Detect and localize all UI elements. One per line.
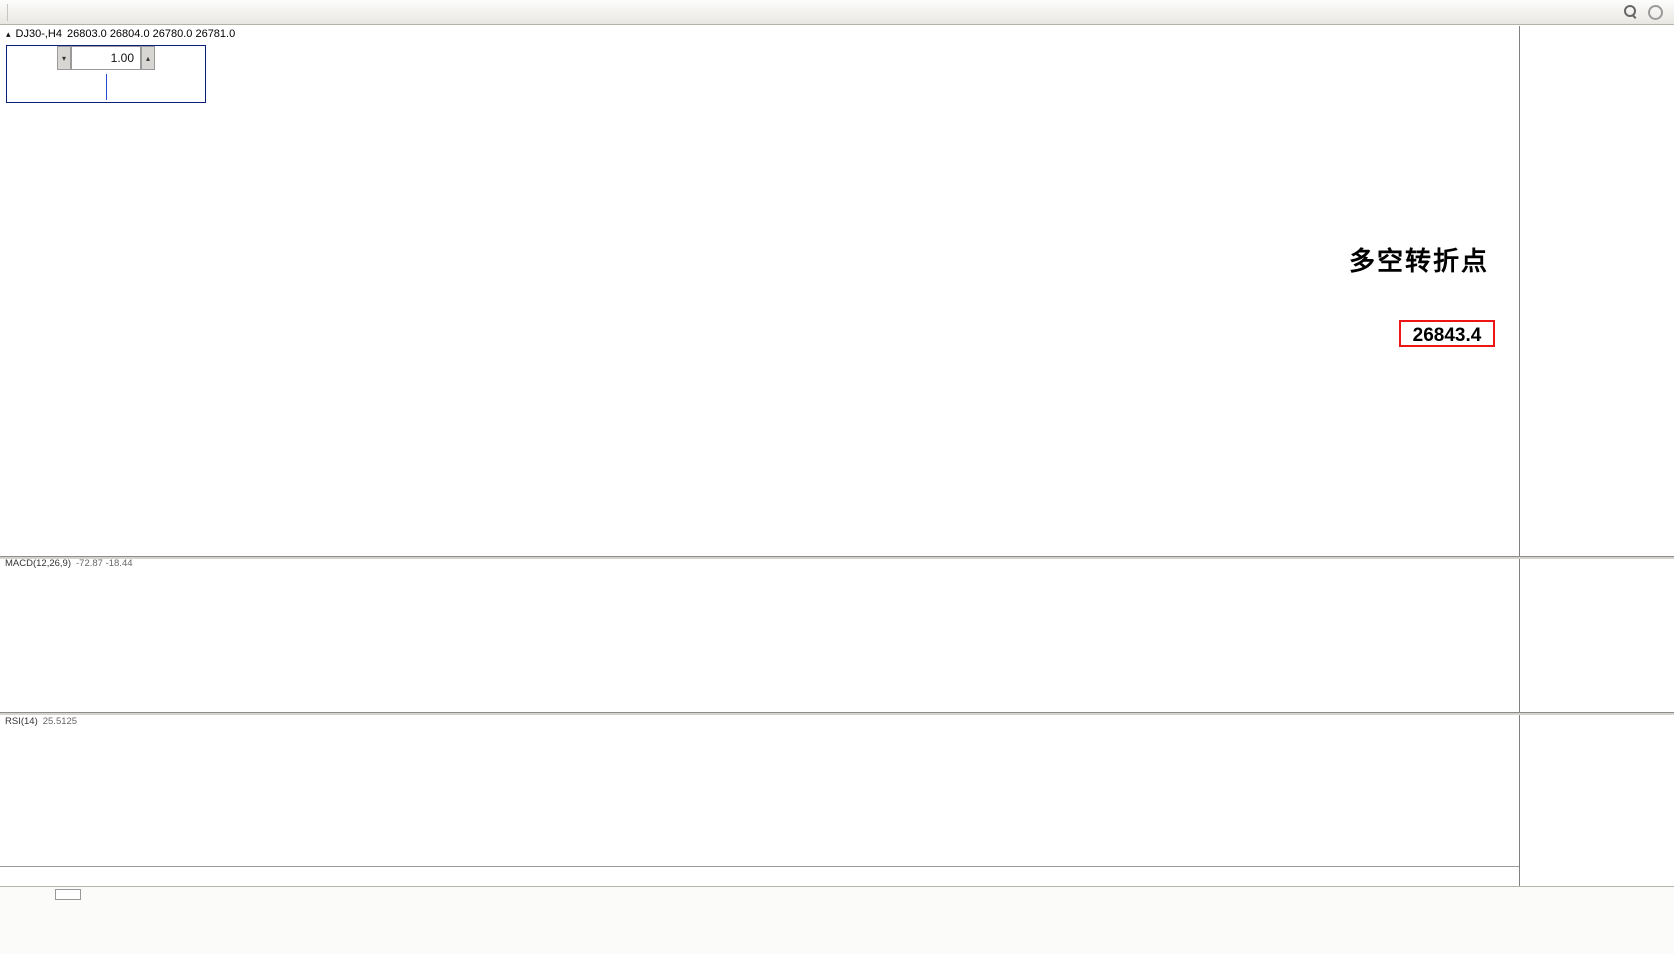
macd-name: MACD(12,26,9) bbox=[5, 558, 71, 569]
buy-button[interactable]: BUY bbox=[168, 52, 192, 64]
one-click-trading-panel: SELL ▾ 1.00 ▴ BUY 26779.5 26791.5 bbox=[6, 45, 206, 103]
price-divider bbox=[105, 74, 107, 100]
chart-title-row: ▴ DJ30-,H4 26803.0 26804.0 26780.0 26781… bbox=[6, 28, 235, 40]
one-click-price-row: 26779.5 26791.5 bbox=[7, 70, 205, 104]
buy-price-frac: .5 bbox=[166, 73, 186, 100]
sell-price[interactable]: 26779.5 bbox=[7, 74, 106, 101]
sell-price-frac: .5 bbox=[66, 73, 86, 100]
toolbar-right bbox=[1624, 4, 1671, 20]
buy-price[interactable]: 26791.5 bbox=[107, 74, 206, 101]
rsi-label: RSI(14) 25.5125 bbox=[5, 716, 77, 727]
sell-button[interactable]: SELL bbox=[17, 52, 47, 64]
date-axis[interactable] bbox=[0, 866, 1519, 886]
rsi-name: RSI(14) bbox=[5, 716, 38, 727]
chart-ohlc-values: 26803.0 26804.0 26780.0 26781.0 bbox=[67, 28, 236, 40]
panel-separator-macd[interactable] bbox=[0, 556, 1674, 559]
panel-separator-rsi[interactable] bbox=[0, 712, 1674, 715]
collapse-panel-icon[interactable]: ▴ bbox=[6, 28, 11, 39]
rsi-value: 25.5125 bbox=[42, 716, 78, 727]
bottom-strip bbox=[0, 886, 1674, 954]
search-icon[interactable] bbox=[1624, 5, 1638, 19]
volume-decrease-button[interactable]: ▾ bbox=[57, 46, 71, 70]
toolbar-separator bbox=[7, 3, 8, 21]
chart-tab[interactable] bbox=[55, 889, 81, 900]
main-toolbar bbox=[0, 0, 1674, 25]
price-chart[interactable] bbox=[0, 26, 1519, 866]
macd-label: MACD(12,26,9) -72.87 -18.44 bbox=[5, 558, 133, 569]
price-axis[interactable] bbox=[1519, 26, 1674, 886]
volume-input[interactable]: 1.00 bbox=[71, 46, 141, 70]
price-callout-box[interactable]: 26843.4 bbox=[1399, 320, 1495, 347]
chart-symbol-period: DJ30-,H4 bbox=[15, 28, 62, 40]
sell-price-main: 26779 bbox=[26, 81, 66, 98]
macd-values: -72.87 -18.44 bbox=[76, 558, 133, 569]
turning-point-annotation[interactable]: 多空转折点 bbox=[1349, 246, 1490, 276]
volume-increase-button[interactable]: ▴ bbox=[141, 46, 155, 70]
account-icon[interactable] bbox=[1648, 4, 1663, 20]
buy-price-main: 26791 bbox=[126, 81, 166, 98]
one-click-top-row: SELL ▾ 1.00 ▴ BUY bbox=[7, 46, 205, 70]
